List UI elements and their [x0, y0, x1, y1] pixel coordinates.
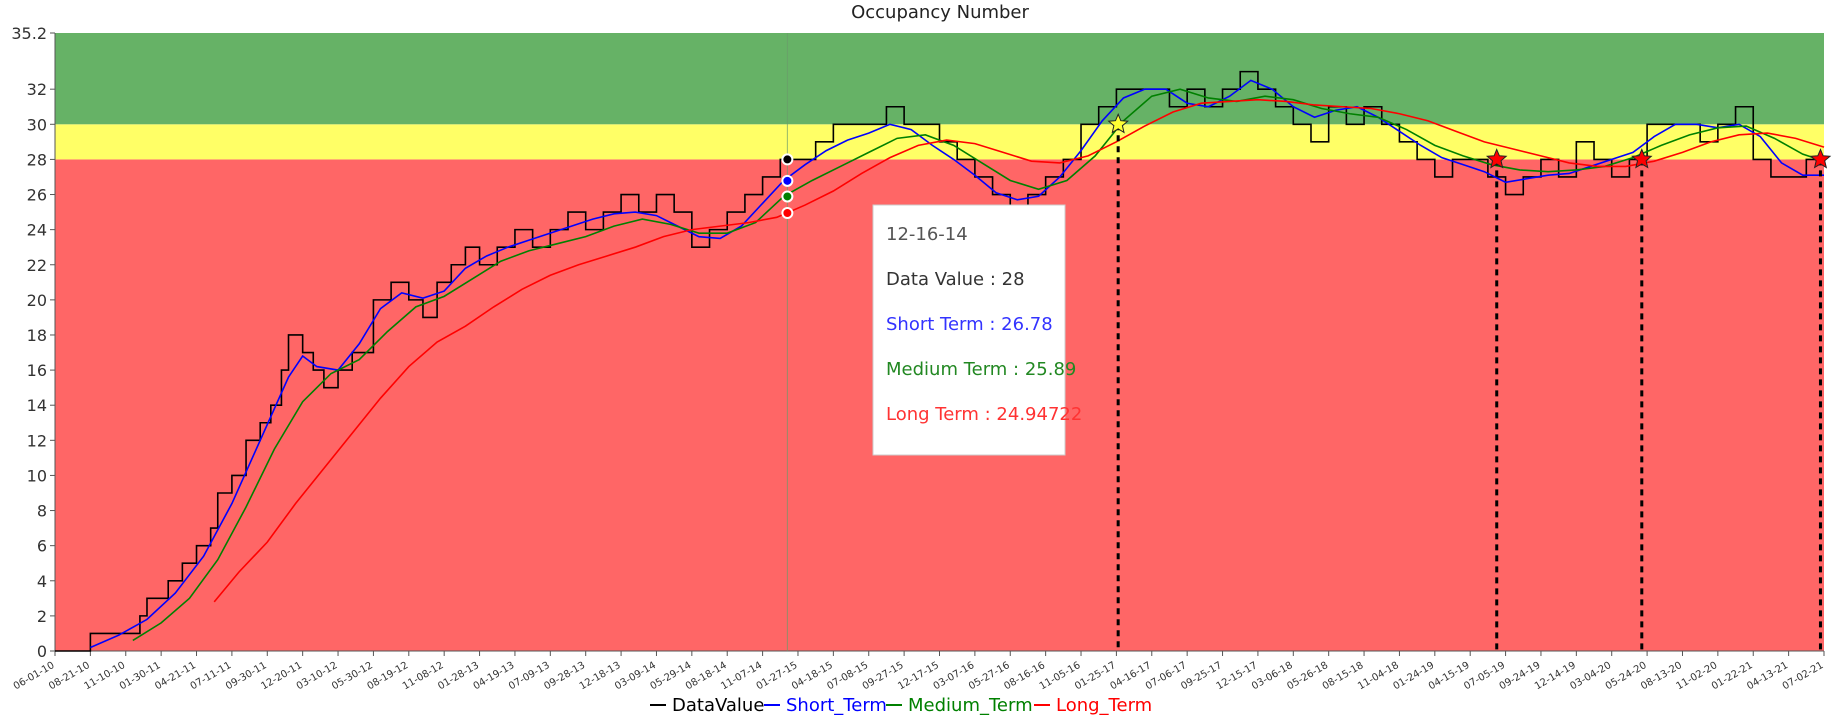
series-line-long-term: [213, 98, 1825, 603]
y-tick-label: 4: [37, 572, 47, 591]
y-tick-label: 30: [27, 115, 47, 134]
tooltip-short-term: Short Term : 26.78: [886, 314, 1053, 335]
highlight-marker-medium-term: [781, 190, 794, 203]
star-marker: [1107, 112, 1129, 134]
series-line-short-term: [90, 79, 1824, 649]
signal-lines: [786, 33, 1822, 651]
y-tick-label: 20: [27, 291, 47, 310]
highlight-markers: [781, 153, 794, 220]
y-tick-label: 6: [37, 537, 47, 556]
y-tick-label: 18: [27, 326, 47, 345]
legend-label-medium-term: Medium_Term: [908, 695, 1033, 716]
y-tick-label: 35.2: [11, 24, 47, 43]
y-tick-label: 10: [27, 466, 47, 485]
series-lines: [55, 70, 1825, 652]
y-tick-label: 22: [27, 256, 47, 275]
y-tick-label: 28: [27, 150, 47, 169]
tooltip-data-value: Data Value : 28: [886, 269, 1025, 290]
y-tick-label: 2: [37, 607, 47, 626]
y-tick-label: 12: [27, 431, 47, 450]
y-tick-label: 24: [27, 221, 47, 240]
band-2: [55, 33, 1824, 125]
tooltip-long-term: Long Term : 24.94722: [886, 404, 1082, 425]
legend: DataValue Short_Term Medium_Term Long_Te…: [650, 695, 1152, 716]
y-tick-label: 26: [27, 186, 47, 205]
tooltip-box: [872, 204, 1066, 456]
star-marker: [1809, 148, 1832, 169]
x-axis: 06-01-1008-21-1011-10-1001-30-1104-21-11…: [12, 650, 1826, 692]
y-tick-label: 0: [37, 642, 47, 661]
tooltip: 12-16-14 Data Value : 28 Short Term : 26…: [872, 204, 1082, 456]
tooltip-date: 12-16-14: [886, 224, 968, 245]
star-marker: [1485, 148, 1508, 169]
y-tick-label: 16: [27, 361, 47, 380]
y-tick-label: 14: [27, 396, 47, 415]
signal-stars: [1107, 112, 1832, 169]
highlight-marker-long-term: [781, 207, 794, 220]
chart-title: Occupancy Number: [851, 2, 1029, 23]
legend-label-datavalue: DataValue: [672, 695, 764, 716]
legend-label-short-term: Short_Term: [786, 695, 887, 716]
y-tick-label: 8: [37, 502, 47, 521]
star-marker: [1631, 148, 1653, 169]
y-tick-label: 32: [27, 80, 47, 99]
series-line-medium-term: [132, 88, 1825, 642]
highlight-marker-short-term: [781, 174, 794, 187]
legend-label-long-term: Long_Term: [1056, 695, 1152, 716]
tooltip-medium-term: Medium Term : 25.89: [886, 359, 1076, 380]
highlight-marker-datavalue: [781, 153, 794, 166]
